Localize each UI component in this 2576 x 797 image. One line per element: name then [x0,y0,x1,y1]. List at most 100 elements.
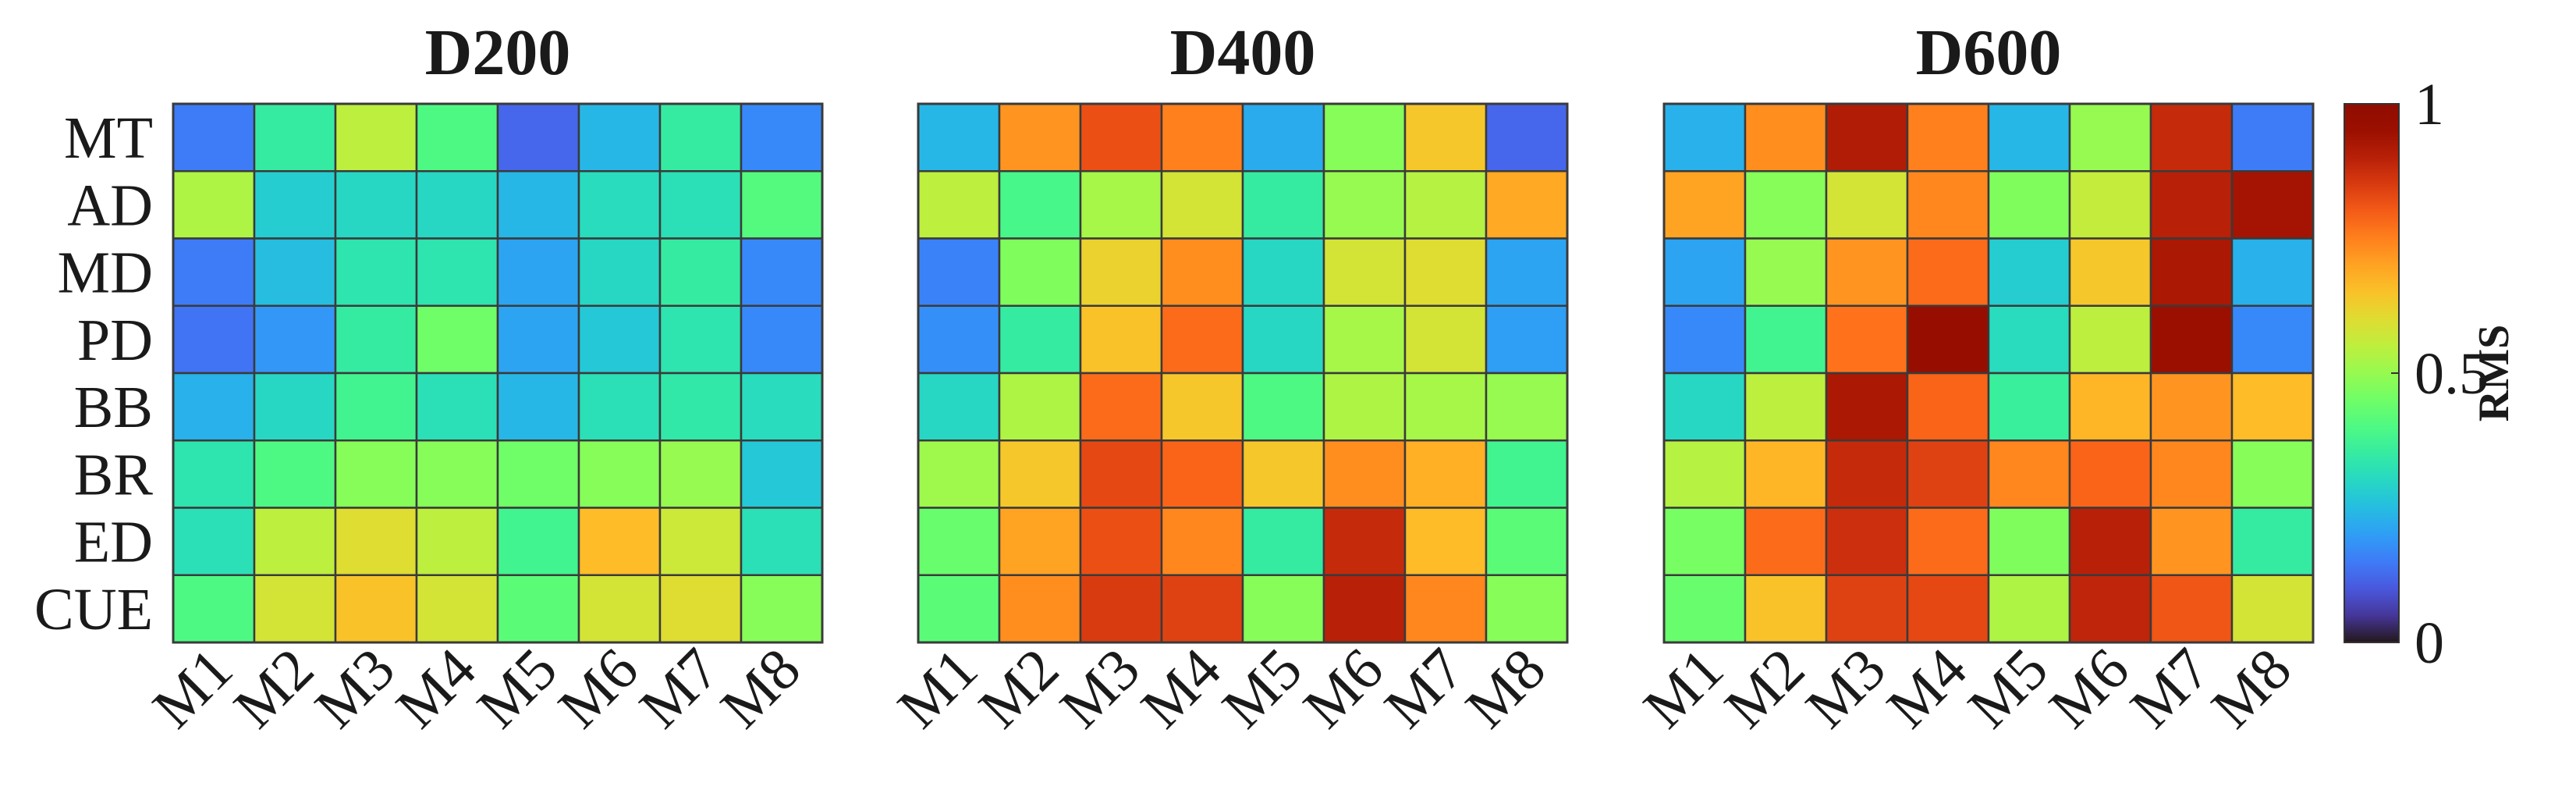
heatmap-cell [1744,574,1828,644]
heatmap-cell [1485,102,1569,173]
heatmap-cell [334,237,418,307]
y-tick-label: AD [67,173,153,238]
heatmap-cell [1322,507,1407,576]
heatmap-cell [1160,574,1244,644]
heatmap-cell [496,439,580,509]
heatmap-cell [998,372,1082,442]
heatmap-cell [1322,304,1407,375]
heatmap-cell [1825,439,1909,509]
heatmap-cell [1744,237,1828,307]
heatmap-cell [740,574,824,644]
heatmap-cell [1241,372,1325,442]
heatmap-cell [1906,102,1990,173]
heatmap-cell [1403,574,1488,644]
y-tick-label: PD [77,308,153,373]
heatmap-cell [2149,574,2234,644]
heatmap-cell [917,372,1001,442]
heatmap-cell [998,574,1082,644]
colorbar-tick-label: 1 [2415,72,2444,137]
panel-title: D600 [1916,16,2062,89]
heatmap-cell [577,170,662,240]
heatmap-cell [577,439,662,509]
heatmap-cell [1403,372,1488,442]
colorbar-tick-label: 0.5 [2415,341,2489,407]
heatmap-cell [1485,304,1569,375]
heatmap-cell [1485,574,1569,644]
heatmap-cell [1825,237,1909,307]
heatmap-cell [415,507,499,576]
heatmap-cell [917,237,1001,307]
heatmap-cell [1160,304,1244,375]
colorbar: RMS 0 0.5 1 [2344,72,2518,676]
heatmap-cell [1825,372,1909,442]
heatmap-cell [2149,372,2234,442]
y-tick-label: ED [74,510,153,575]
heatmap-cell [658,170,743,240]
heatmap-cell [1662,372,1747,442]
heatmap-cell [1485,439,1569,509]
heatmap-cell [740,372,824,442]
heatmap-cell [577,304,662,375]
colorbar-gradient [2344,103,2400,643]
heatmap-cell [1241,574,1325,644]
heatmap-cell [415,439,499,509]
colorbar-label: RMS [2470,325,2518,422]
heatmap-cell [1987,237,2071,307]
heatmap-cell [1160,102,1244,173]
heatmap-cell [1160,372,1244,442]
heatmap-cell [496,170,580,240]
heatmap-cell [172,574,256,644]
heatmap-cell [253,237,337,307]
heatmap-cell [1987,372,2071,442]
heatmap-cell [172,237,256,307]
y-tick-label: MT [64,105,153,171]
heatmap-cell [1744,507,1828,576]
heatmap-cell [334,102,418,173]
heatmap-cell [1079,372,1163,442]
heatmap-cell [658,237,743,307]
heatmap-cell [1906,304,1990,375]
heatmap-cell [1662,170,1747,240]
heatmap-cell [1079,237,1163,307]
heatmap-cell [1241,237,1325,307]
heatmap-cell [1987,304,2071,375]
heatmap-cell [740,507,824,576]
heatmap-cell [1662,574,1747,644]
y-tick-label: CUE [34,577,153,642]
heatmap-cell [2068,170,2152,240]
heatmap-cell [1322,237,1407,307]
heatmap-cell [2068,372,2152,442]
heatmap-cell [1825,574,1909,644]
heatmap-cell [1825,304,1909,375]
heatmap-cell [2149,304,2234,375]
heatmap-cell [1744,372,1828,442]
heatmap-cell [740,439,824,509]
heatmap-cell [253,304,337,375]
heatmap-cell [658,304,743,375]
heatmap-cell [496,507,580,576]
heatmap-cell [415,304,499,375]
heatmap-cell [496,102,580,173]
heatmap-cell [172,170,256,240]
heatmap-cell [658,574,743,644]
heatmap-cell [1403,170,1488,240]
heatmap-cell [1662,102,1747,173]
heatmap-cell [577,102,662,173]
heatmap-cell [1403,237,1488,307]
heatmap-cell [1322,439,1407,509]
heatmap-cell [1906,372,1990,442]
heatmap-cell [496,574,580,644]
heatmap-cell [1160,237,1244,307]
heatmap-cell [740,170,824,240]
heatmap-cell [1744,439,1828,509]
heatmap-cell [2230,237,2315,307]
heatmap-cell [1079,439,1163,509]
heatmap-cell [2068,102,2152,173]
heatmap-cell [917,102,1001,173]
heatmap-cell [1241,170,1325,240]
heatmap-cell [1825,170,1909,240]
heatmap-cell [1322,574,1407,644]
heatmap-cell [2230,372,2315,442]
